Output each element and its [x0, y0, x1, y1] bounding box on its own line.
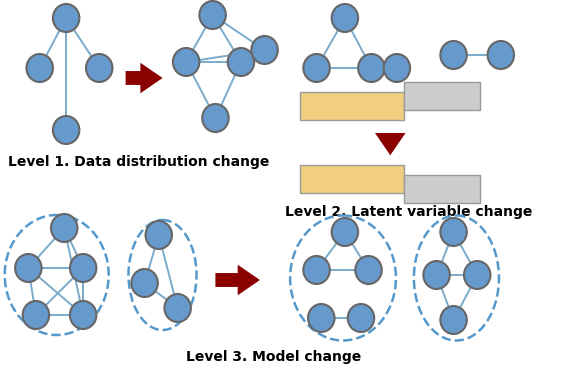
- FancyBboxPatch shape: [300, 92, 404, 120]
- Circle shape: [423, 261, 450, 289]
- Circle shape: [251, 36, 278, 64]
- Circle shape: [348, 304, 374, 332]
- Circle shape: [70, 301, 96, 329]
- Circle shape: [358, 54, 385, 82]
- Text: Level 3. Model change: Level 3. Model change: [186, 350, 362, 364]
- Circle shape: [332, 218, 358, 246]
- Circle shape: [86, 54, 113, 82]
- Circle shape: [464, 261, 491, 289]
- Text: Level 1. Data distribution change: Level 1. Data distribution change: [8, 155, 269, 169]
- Circle shape: [383, 54, 410, 82]
- FancyBboxPatch shape: [404, 82, 480, 110]
- Circle shape: [332, 4, 358, 32]
- Text: Level 2. Latent variable change: Level 2. Latent variable change: [285, 205, 533, 219]
- Circle shape: [23, 301, 49, 329]
- Circle shape: [70, 254, 96, 282]
- Circle shape: [173, 48, 200, 76]
- Circle shape: [51, 214, 78, 242]
- Circle shape: [202, 104, 229, 132]
- FancyBboxPatch shape: [300, 165, 404, 193]
- Circle shape: [15, 254, 42, 282]
- Circle shape: [303, 256, 330, 284]
- Circle shape: [356, 256, 382, 284]
- Circle shape: [200, 1, 226, 29]
- Circle shape: [440, 218, 467, 246]
- Circle shape: [488, 41, 514, 69]
- Circle shape: [27, 54, 53, 82]
- Circle shape: [308, 304, 335, 332]
- Circle shape: [53, 4, 79, 32]
- Circle shape: [303, 54, 330, 82]
- Circle shape: [131, 269, 158, 297]
- Circle shape: [440, 41, 467, 69]
- Circle shape: [228, 48, 254, 76]
- Circle shape: [146, 221, 172, 249]
- Circle shape: [53, 116, 79, 144]
- Circle shape: [164, 294, 191, 322]
- FancyBboxPatch shape: [404, 175, 480, 203]
- Circle shape: [440, 306, 467, 334]
